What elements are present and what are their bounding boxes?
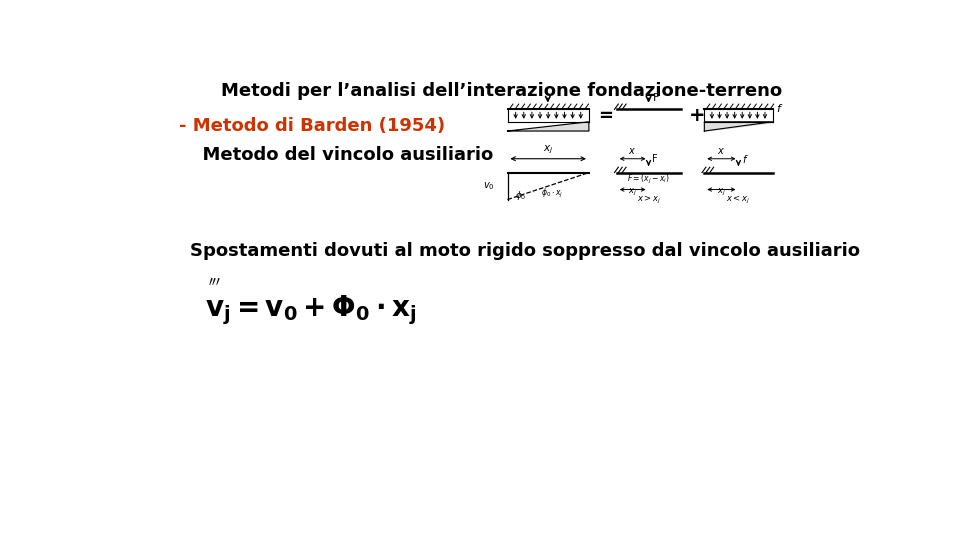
Text: $F=(x_j - x_i)$: $F=(x_j - x_i)$ xyxy=(627,173,670,186)
Text: Metodi per l’analisi dell’interazione fondazione-terreno: Metodi per l’analisi dell’interazione fo… xyxy=(221,82,781,100)
Text: $x_j$: $x_j$ xyxy=(717,187,726,198)
Text: - Metodo di Barden (1954): - Metodo di Barden (1954) xyxy=(179,117,445,135)
Text: $\phi_0 \cdot x_j$: $\phi_0 \cdot x_j$ xyxy=(540,187,563,200)
Text: Metodo del vincolo ausiliario: Metodo del vincolo ausiliario xyxy=(190,146,493,164)
Text: F: F xyxy=(653,154,658,164)
Text: =: = xyxy=(598,106,613,125)
Text: $f$: $f$ xyxy=(742,153,749,165)
Text: Spostamenti dovuti al moto rigido soppresso dal vincolo ausiliario: Spostamenti dovuti al moto rigido soppre… xyxy=(190,242,860,260)
Text: $x$: $x$ xyxy=(628,146,636,156)
Text: f: f xyxy=(777,104,780,114)
Polygon shape xyxy=(705,122,773,131)
Text: $v_0$: $v_0$ xyxy=(484,180,495,192)
Text: $x_j$: $x_j$ xyxy=(628,187,636,198)
Text: +: + xyxy=(689,106,706,125)
Text: $x_j$: $x_j$ xyxy=(542,143,553,156)
Text: $x$: $x$ xyxy=(717,146,726,156)
Text: $x > x_j$: $x > x_j$ xyxy=(636,193,660,206)
Text: $\phi_0$: $\phi_0$ xyxy=(516,189,527,202)
Text: $\mathbf{\overset{\boldsymbol{'''}}{v}_j = v_0 + \Phi_0 \cdot x_j}$: $\mathbf{\overset{\boldsymbol{'''}}{v}_j… xyxy=(205,278,417,328)
Text: F: F xyxy=(653,93,659,103)
Text: $x < x_j$: $x < x_j$ xyxy=(727,193,751,206)
Polygon shape xyxy=(508,122,588,131)
